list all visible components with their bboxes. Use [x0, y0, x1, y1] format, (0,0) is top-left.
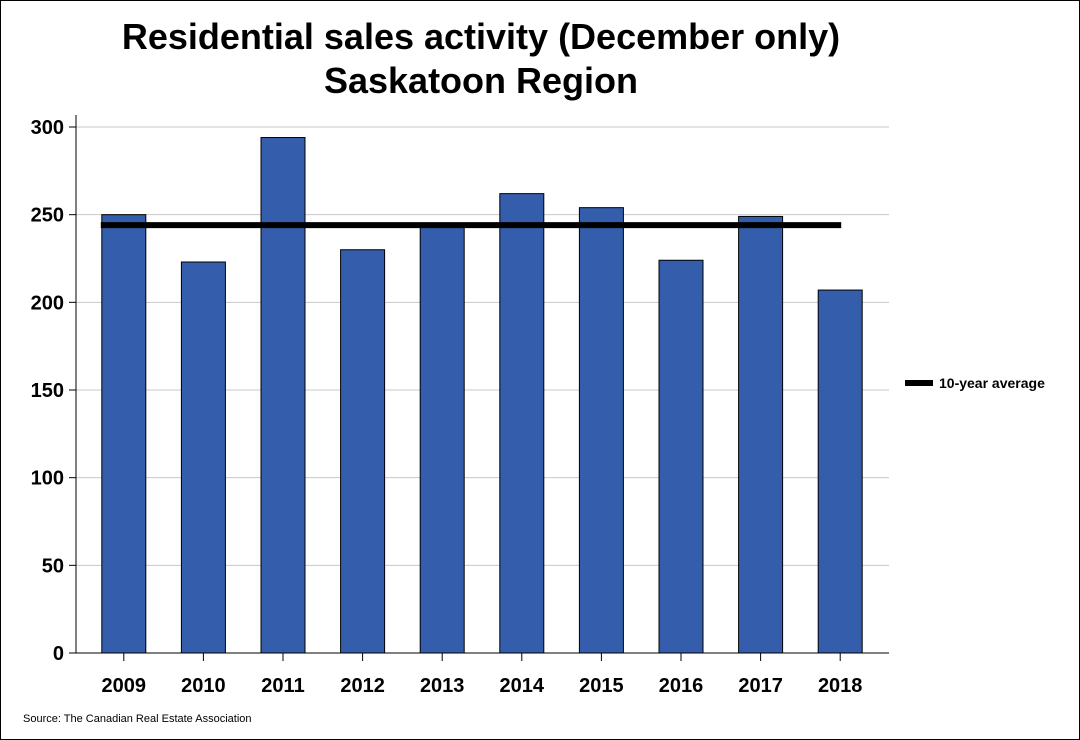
chart-subtitle: Saskatoon Region — [323, 60, 639, 101]
y-tick-label: 250 — [31, 205, 64, 227]
legend: 10-year average — [905, 375, 1045, 391]
x-tick-label: 2011 — [261, 675, 304, 697]
chart-title-line1: Residential sales activity (December onl… — [121, 16, 841, 57]
x-tick-label: 2009 — [102, 675, 147, 697]
bar-2015 — [578, 207, 624, 654]
legend-swatch-average — [905, 380, 933, 386]
x-tick-label: 2017 — [738, 675, 783, 697]
chart-title: Residential sales activity (December onl… — [1, 15, 961, 103]
y-tick-labels: 0 50 100 150 200 250 300 — [31, 117, 64, 665]
x-tick-label: 2018 — [818, 675, 863, 697]
y-tick-label: 150 — [31, 380, 64, 402]
bar-2012 — [340, 249, 386, 654]
bar-2016 — [658, 259, 704, 654]
x-tick-label: 2016 — [659, 675, 704, 697]
source-note: Source: The Canadian Real Estate Associa… — [23, 713, 252, 725]
axes — [69, 115, 889, 661]
x-tick-label: 2013 — [420, 675, 465, 697]
bar-2013 — [419, 224, 465, 654]
y-tick-label: 100 — [31, 468, 64, 490]
bar-2014 — [499, 193, 545, 654]
y-tick-label: 0 — [53, 643, 64, 665]
bar-2011 — [260, 137, 306, 654]
x-tick-label: 2010 — [181, 675, 226, 697]
legend-label-average: 10-year average — [939, 375, 1045, 391]
x-tick-label: 2014 — [500, 675, 545, 697]
bar-2009 — [101, 214, 147, 654]
x-tick-label: 2012 — [340, 675, 385, 697]
bar-2010 — [180, 261, 226, 654]
x-tick-label: 2015 — [579, 675, 624, 697]
y-tick-label: 200 — [31, 292, 64, 314]
bar-2017 — [738, 215, 784, 654]
y-tick-label: 50 — [42, 555, 64, 577]
x-tick-labels: 2009 2010 2011 2012 2013 2014 2015 2016 2017 2018 — [102, 675, 863, 697]
y-tick-label: 300 — [31, 117, 64, 139]
bar-2018 — [817, 289, 863, 654]
